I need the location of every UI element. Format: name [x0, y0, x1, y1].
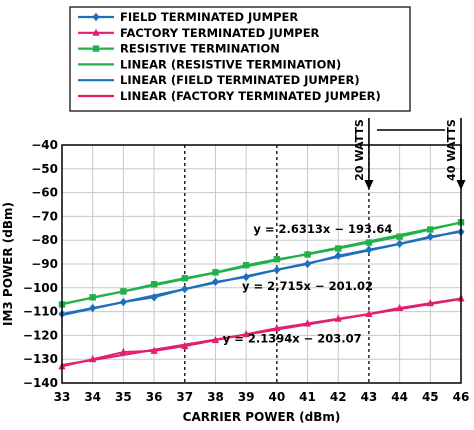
- point-resistive-termination-39: [242, 261, 250, 269]
- watt-arrowhead-40-watts: [456, 180, 466, 190]
- y-tick-label-110: −110: [23, 305, 58, 319]
- x-tick-label-40: 40: [268, 390, 285, 404]
- point-resistive-termination-40: [273, 256, 281, 263]
- point-factory-terminated-jumper-42: [334, 314, 342, 322]
- point-field-terminated-jumper-36: [150, 293, 158, 302]
- y-tick-label-40: −40: [31, 138, 58, 152]
- annotations: y = 2.6313x − 193.64 y = 2.715x − 201.02 y…: [223, 222, 393, 345]
- point-factory-terminated-jumper-35: [119, 347, 127, 356]
- point-field-terminated-jumper-37: [181, 284, 189, 294]
- point-resistive-termination-38: [212, 269, 219, 276]
- legend: FIELD TERMINATED JUMPER FACTORY TERMINATE…: [69, 6, 411, 112]
- series-line-resistive-termination: [61, 221, 462, 306]
- y-tick-label-130: −130: [23, 352, 58, 366]
- legend-label-linear-resistive-termination: LINEAR (RESISTIVE TERMINATION): [120, 57, 341, 71]
- point-resistive-termination-45: [427, 226, 434, 233]
- x-tick-label-35: 35: [115, 390, 132, 404]
- x-tick-labels: 33 34 35 36 37 38 39 40 41 42 43 44 45 46: [54, 390, 470, 404]
- point-resistive-termination-41: [304, 251, 311, 258]
- y-tick-labels: −40 −50 −60 −70 −80 −90 −100 −110 −120 −130 −140: [23, 138, 58, 390]
- equation-y-2-715x-201-02: y = 2.715x − 201.02: [242, 279, 373, 293]
- point-field-terminated-jumper-34: [89, 303, 97, 313]
- point-factory-terminated-jumper-36: [150, 346, 158, 354]
- x-tick-label-36: 36: [146, 390, 163, 404]
- point-field-terminated-jumper-41: [303, 259, 312, 269]
- equation-y-2-1394x-203-07: y = 2.1394x − 203.07: [223, 332, 362, 346]
- y-tick-label-100: −100: [23, 281, 58, 295]
- point-resistive-termination-44: [396, 233, 403, 240]
- legend-label-factory-terminated-jumper: FACTORY TERMINATED JUMPER: [120, 26, 320, 40]
- point-resistive-termination-35: [120, 288, 127, 295]
- legend-label-field-terminated-jumper: FIELD TERMINATED JUMPER: [120, 10, 298, 24]
- y-tick-label-50: −50: [31, 162, 58, 176]
- x-tick-label-37: 37: [176, 390, 193, 404]
- x-axis-title: CARRIER POWER (dBm): [183, 410, 341, 424]
- series-line-factory-terminated-jumper: [61, 297, 462, 368]
- x-tick-label-33: 33: [54, 390, 71, 404]
- x-tick-label-43: 43: [361, 390, 378, 404]
- x-tick-label-41: 41: [299, 390, 316, 404]
- point-factory-terminated-jumper-39: [242, 330, 250, 338]
- watt-label-20-watts: 20 WATTS: [353, 119, 366, 181]
- data-markers: [58, 219, 465, 370]
- watt-arrowhead-20-watts: [364, 180, 374, 190]
- legend-marker-resistive-termination: [92, 45, 100, 52]
- legend-marker-factory-terminated-jumper: [92, 28, 100, 36]
- point-field-terminated-jumper-38: [211, 277, 220, 287]
- plot-frame: [61, 144, 462, 384]
- point-field-terminated-jumper-45: [426, 232, 434, 241]
- legend-box: [69, 6, 411, 112]
- x-tick-label-46: 46: [453, 390, 470, 404]
- point-resistive-termination-37: [181, 275, 188, 282]
- point-factory-terminated-jumper-37: [181, 341, 189, 350]
- y-tick-label-60: −60: [31, 186, 58, 200]
- point-field-terminated-jumper-35: [119, 297, 127, 307]
- x-tick-label-39: 39: [238, 390, 255, 404]
- y-tick-label-140: −140: [23, 376, 58, 390]
- y-tick-label-120: −120: [23, 328, 58, 342]
- series-lines: [61, 221, 462, 368]
- watt-markers: 20 WATTS 40 WATTS: [353, 118, 466, 190]
- x-tick-label-34: 34: [84, 390, 101, 404]
- point-factory-terminated-jumper-45: [426, 299, 434, 307]
- point-resistive-termination-34: [89, 294, 96, 301]
- y-axis-title: IM3 POWER (dBm): [1, 202, 15, 326]
- series-line-field-terminated-jumper: [61, 230, 462, 315]
- x-tick-label-45: 45: [422, 390, 439, 404]
- point-factory-terminated-jumper-43: [365, 309, 373, 317]
- y-tick-label-70: −70: [31, 209, 58, 223]
- point-resistive-termination-42: [335, 245, 342, 252]
- point-factory-terminated-jumper-34: [89, 355, 97, 363]
- point-factory-terminated-jumper-38: [211, 335, 220, 344]
- point-field-terminated-jumper-39: [242, 272, 250, 282]
- point-field-terminated-jumper-44: [396, 239, 404, 248]
- legend-label-resistive-termination: RESISTIVE TERMINATION: [120, 42, 280, 56]
- equation-y-2-6313x-193-64: y = 2.6313x − 193.64: [253, 222, 392, 236]
- legend-label-linear-field-terminated-jumper: LINEAR (FIELD TERMINATED JUMPER): [120, 73, 360, 87]
- x-tick-label-38: 38: [207, 390, 224, 404]
- x-tick-label-42: 42: [330, 390, 347, 404]
- watt-label-40-watts: 40 WATTS: [445, 119, 458, 181]
- point-resistive-termination-36: [150, 281, 158, 288]
- y-tick-label-80: −80: [31, 233, 58, 247]
- point-field-terminated-jumper-43: [365, 245, 373, 254]
- legend-marker-field-terminated-jumper: [92, 12, 100, 22]
- point-factory-terminated-jumper-44: [396, 303, 404, 312]
- point-resistive-termination-43: [365, 239, 373, 246]
- x-tick-label-44: 44: [391, 390, 408, 404]
- point-field-terminated-jumper-40: [273, 265, 281, 275]
- point-factory-terminated-jumper-40: [273, 324, 281, 332]
- point-field-terminated-jumper-42: [334, 251, 342, 260]
- point-factory-terminated-jumper-41: [303, 319, 312, 327]
- y-tick-label-90: −90: [31, 257, 58, 271]
- legend-label-linear-factory-terminated-jumper: LINEAR (FACTORY TERMINATED JUMPER): [120, 89, 381, 103]
